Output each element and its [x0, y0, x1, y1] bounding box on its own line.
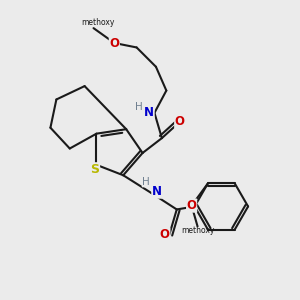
Text: N: N [144, 106, 154, 119]
Text: methoxy: methoxy [181, 226, 214, 236]
Text: H: H [135, 103, 143, 112]
Text: O: O [175, 115, 185, 128]
Text: S: S [91, 163, 100, 176]
Text: N: N [152, 185, 162, 198]
Text: O: O [187, 199, 196, 212]
Text: O: O [160, 228, 170, 241]
Text: methoxy: methoxy [81, 18, 115, 27]
Text: O: O [109, 37, 119, 50]
Text: H: H [142, 177, 150, 187]
